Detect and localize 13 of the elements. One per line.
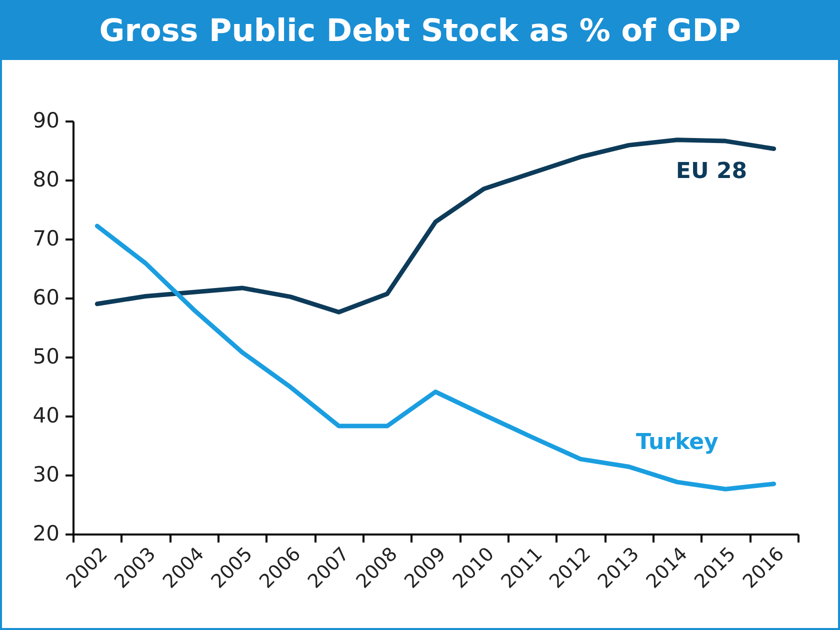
y-tick-label: 90 <box>32 108 60 132</box>
y-tick-label: 20 <box>32 522 60 546</box>
line-series <box>94 224 776 492</box>
series-label: EU 28 <box>676 159 748 184</box>
y-tick-label: 80 <box>32 168 60 192</box>
y-tick-label: 50 <box>32 344 60 368</box>
series-label: Turkey <box>636 430 718 456</box>
y-tick-label: 40 <box>32 404 60 428</box>
y-tick-label: 70 <box>32 226 60 250</box>
y-tick-label: 60 <box>32 286 60 310</box>
line-series <box>94 138 776 314</box>
chart-title: Gross Public Debt Stock as % of GDP <box>2 2 838 60</box>
y-tick-label: 30 <box>32 462 60 486</box>
